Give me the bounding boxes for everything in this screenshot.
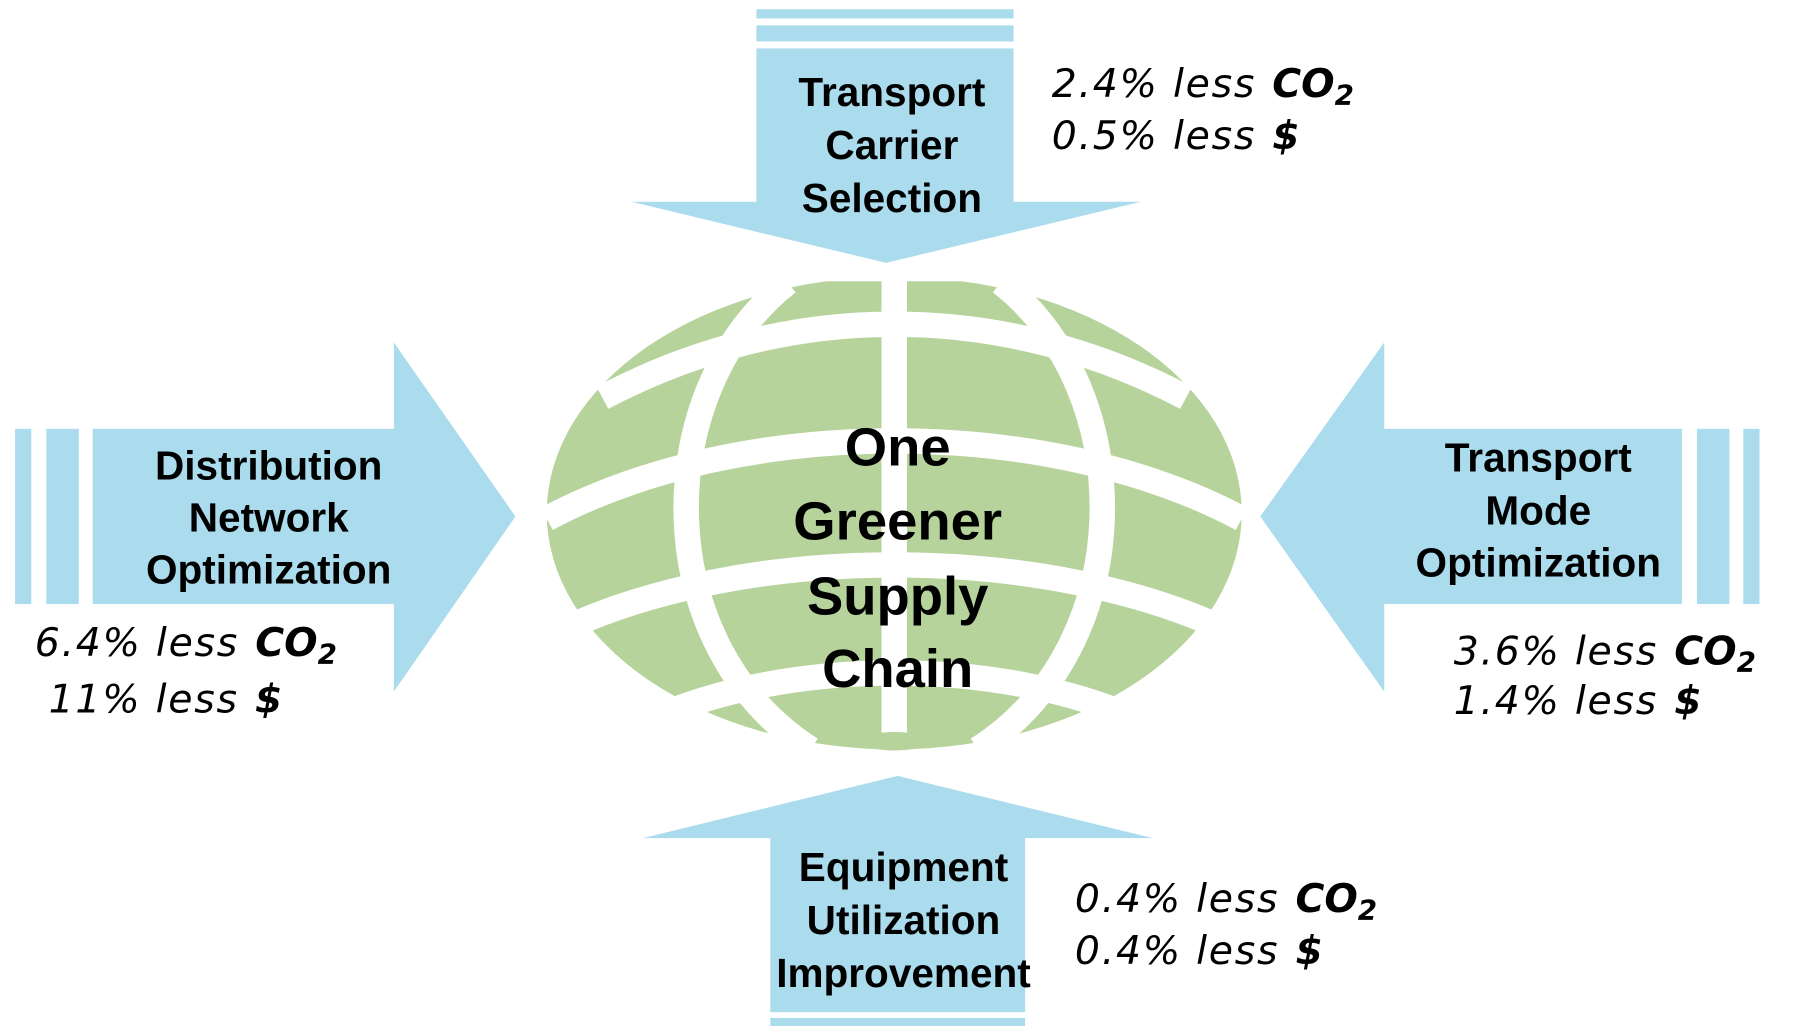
stat-text: 2.4% less [1052,62,1256,107]
stat-text: 3.6% less [1454,629,1658,674]
arrow-label: Improvement [776,950,1031,996]
arrow-label: Network [189,495,349,541]
stat-unit: $ [1295,929,1322,974]
stat-sub: 2 [1335,78,1356,111]
stat-text: 1.4% less [1454,678,1658,723]
arrow-label: Selection [802,175,982,221]
arrow-label: Carrier [825,122,958,168]
stat: 6.4% less CO2 [35,621,339,670]
center-label: Chain [822,638,973,699]
stat: 0.5% less $ [1052,114,1300,159]
center-label: Supply [807,566,988,627]
center-label: One [845,417,951,478]
arrow-label: Equipment [799,844,1008,890]
stat-unit: CO [1674,629,1736,674]
stat: 0.4% less $ [1075,929,1323,974]
stat-unit: $ [1272,114,1299,159]
stat: 0.4% less CO2 [1075,877,1379,926]
stat-unit: CO [1272,62,1334,107]
stat-unit: CO [255,621,317,666]
stat-sub: 2 [318,637,339,670]
arrow-label: Optimization [1416,540,1661,586]
arrow-label: Utilization [807,897,1001,943]
stat-unit: CO [1295,877,1357,922]
arrow-label: Transport [1445,435,1632,481]
stat-sub: 2 [1737,645,1758,678]
stat-unit: $ [255,677,282,722]
stat: 1.4% less $ [1454,678,1702,723]
arrow-label: Optimization [146,547,391,593]
arrow-label: Mode [1485,488,1591,534]
stat-text: 11% less [49,677,239,722]
stat-text: 0.4% less [1075,929,1279,974]
stat-text: 0.5% less [1052,114,1256,159]
center-label: Greener [793,491,1002,552]
stat-sub: 2 [1358,893,1379,926]
diagram: One Greener Supply Chain Transport Carrier Sel… [0,0,1807,1026]
stat-text: 6.4% less [35,621,239,666]
stat-unit: $ [1674,678,1701,723]
stat: 2.4% less CO2 [1052,62,1356,111]
stat: 11% less $ [49,677,283,722]
stat: 3.6% less CO2 [1454,629,1758,678]
arrow-label: Distribution [155,443,382,489]
stat-text: 0.4% less [1075,877,1279,922]
page: {"center": {"lines": ["One", "Greener", … [0,0,1807,1026]
arrow-label: Transport [798,69,985,115]
